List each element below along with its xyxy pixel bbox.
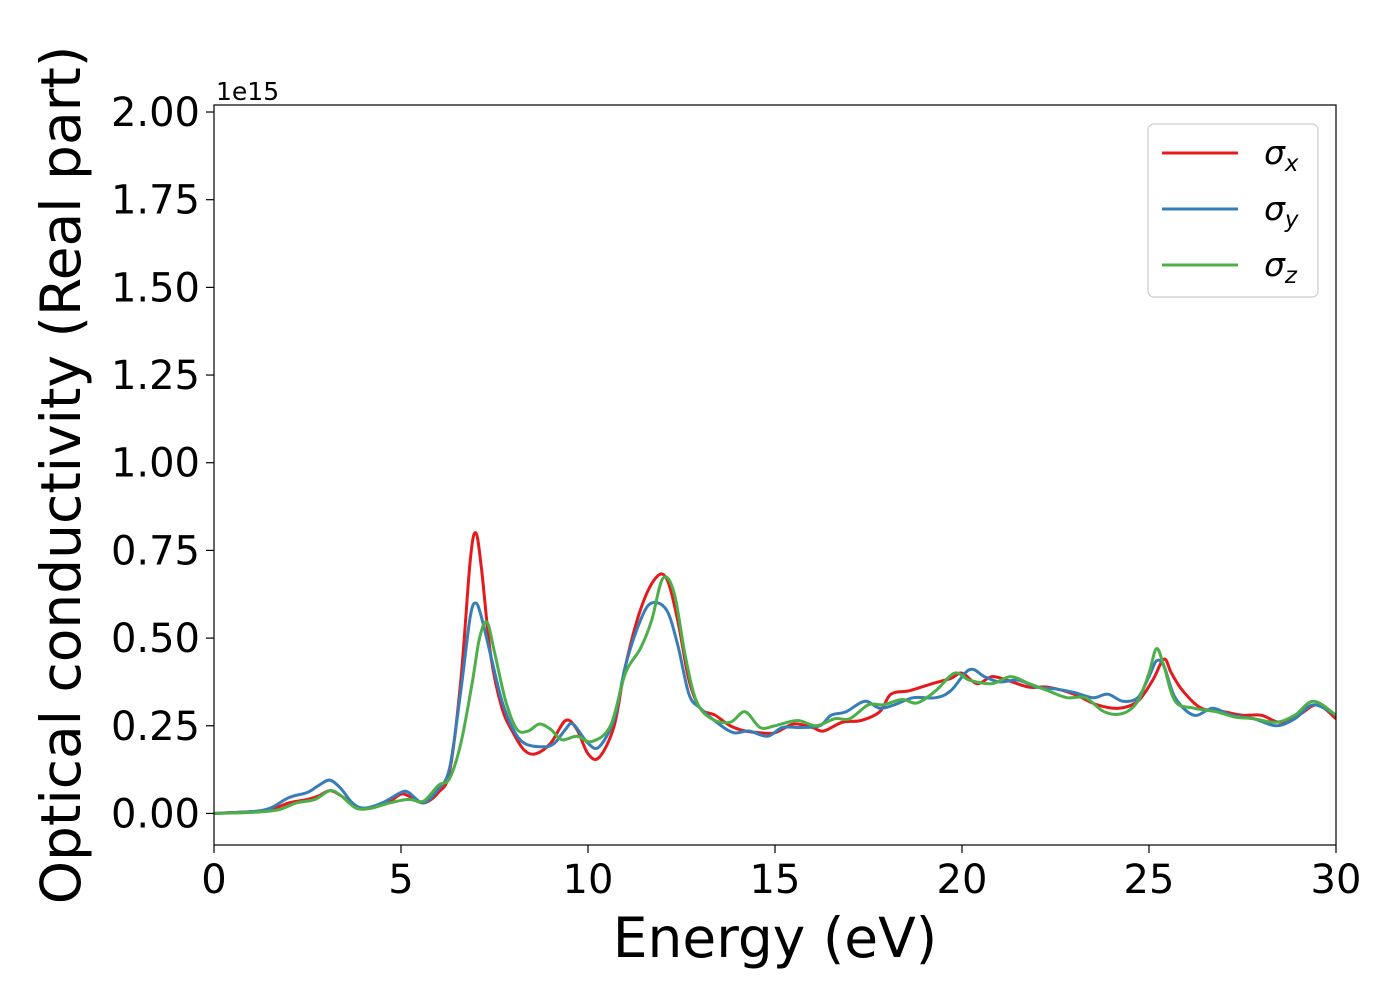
- x-tick-label: 20: [937, 857, 988, 903]
- x-axis-label: Energy (eV): [613, 906, 937, 970]
- x-tick-label: 0: [201, 857, 226, 903]
- y-axis-label: Optical conductivity (Real part): [29, 46, 93, 905]
- x-tick-label: 15: [750, 857, 801, 903]
- y-tick-label: 0.50: [111, 616, 200, 662]
- y-tick-label: 0.25: [111, 704, 200, 750]
- x-tick-label: 30: [1311, 857, 1362, 903]
- x-tick-label: 25: [1124, 857, 1175, 903]
- x-tick-label: 5: [388, 857, 413, 903]
- x-axis-ticks: 0 5 10 15 20 25 30: [201, 845, 1361, 903]
- legend: σx σy σz: [1147, 123, 1319, 298]
- series-layer: [214, 531, 1336, 815]
- y-tick-label: 0.00: [111, 791, 200, 837]
- y-axis-ticks: 0.00 0.25 0.50 0.75 1.00 1.25 1.50 1.75 2.00: [111, 90, 214, 837]
- x-tick-label: 10: [563, 857, 614, 903]
- y-tick-label: 0.75: [111, 528, 200, 574]
- y-tick-label: 1.50: [111, 265, 200, 311]
- y-tick-label: 1.25: [111, 353, 200, 399]
- legend-label-x: σx: [1264, 133, 1299, 177]
- series-line-z: [214, 575, 1336, 815]
- y-tick-label: 2.00: [111, 90, 200, 136]
- legend-label-y: σy: [1264, 189, 1299, 233]
- y-tick-label: 1.00: [111, 441, 200, 487]
- legend-label-z: σz: [1264, 245, 1298, 289]
- y-offset-label: 1e15: [216, 77, 279, 106]
- y-tick-label: 1.75: [111, 178, 200, 224]
